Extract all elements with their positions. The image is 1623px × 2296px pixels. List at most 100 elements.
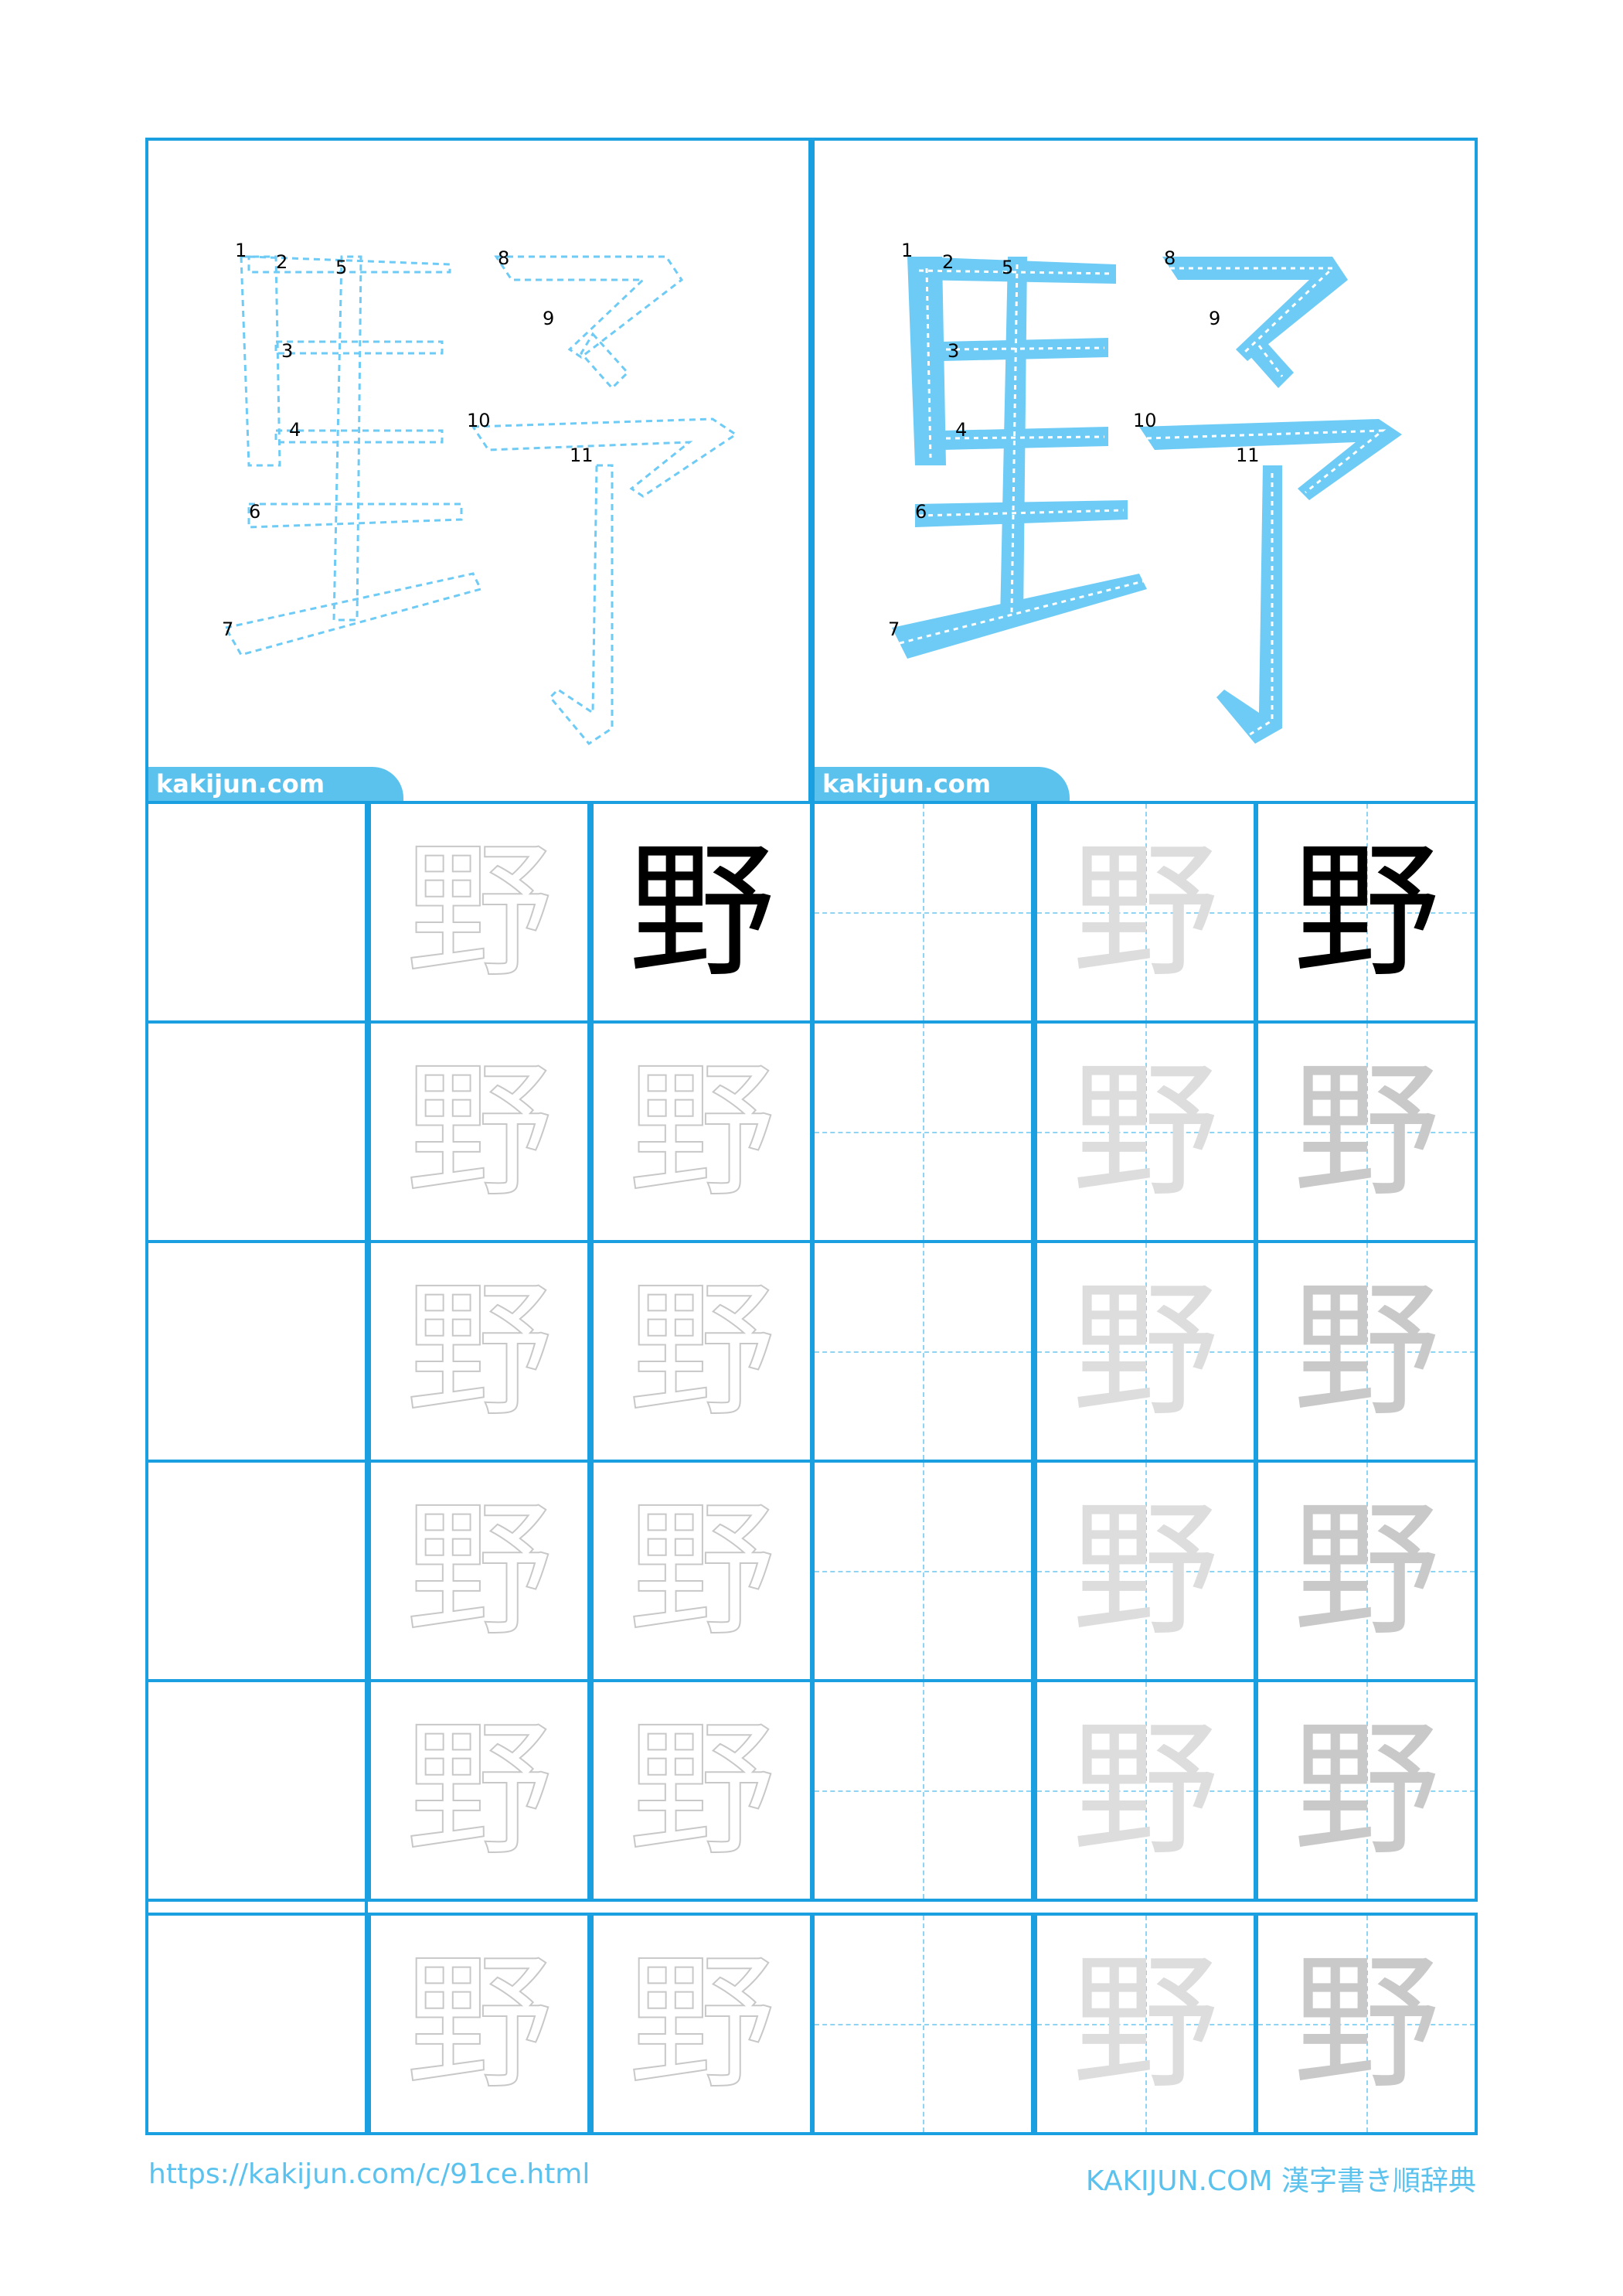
guide-line-horizontal (815, 1571, 1031, 1572)
stroke-number: 2 (276, 251, 288, 273)
guide-line-horizontal (815, 1351, 1031, 1353)
stroke-number: 8 (498, 247, 509, 269)
shade-glyph: 野 (1292, 1705, 1440, 1875)
source-url-link[interactable]: https://kakijun.com/c/91ce.html (148, 2158, 590, 2190)
practice-cell-empty[interactable] (145, 801, 368, 1024)
practice-cell-trace[interactable]: 野 (368, 1460, 590, 1682)
practice-cell-guided-shade[interactable]: 野 (1034, 1913, 1257, 2135)
practice-cell-empty[interactable] (145, 1240, 368, 1463)
practice-cell-guided-empty[interactable] (812, 1240, 1034, 1463)
practice-cell-guided-shade[interactable]: 野 (1255, 1460, 1478, 1682)
practice-cell-guided-empty[interactable] (812, 1020, 1034, 1243)
stroke-number: 6 (249, 501, 260, 523)
stroke-number-labels: 1 2 3 4 5 6 7 8 9 10 11 (222, 240, 594, 640)
shade-glyph: 野 (1292, 1938, 1440, 2109)
practice-cell-guided-shade[interactable]: 野 (1034, 801, 1257, 1024)
practice-cell-empty[interactable] (145, 1913, 368, 2135)
trace-glyph: 野 (628, 1938, 776, 2109)
guide-line-horizontal (1258, 912, 1475, 914)
stroke-outline-panel: 1 2 3 4 5 6 7 8 9 10 11 kakijun.com (145, 138, 812, 804)
kakijun-watermark: kakijun.com (815, 767, 1070, 801)
stroke-number: 8 (1164, 247, 1176, 269)
trace-glyph: 野 (405, 1485, 553, 1656)
practice-cell-guided-shade[interactable]: 野 (1255, 1913, 1478, 2135)
kanji-filled-figure: 1 2 3 4 5 6 7 8 9 10 11 (888, 240, 1402, 744)
trace-glyph: 野 (628, 1266, 776, 1436)
stroke-number: 11 (1236, 445, 1260, 466)
practice-cell-guided-shade[interactable]: 野 (1255, 1679, 1478, 1902)
practice-cell-model[interactable]: 野 (590, 801, 813, 1024)
practice-cell-guided-shade[interactable]: 野 (1034, 1240, 1257, 1463)
practice-cell-guided-empty[interactable] (812, 801, 1034, 1024)
stroke-number: 3 (948, 340, 959, 362)
guide-line-horizontal (1258, 1571, 1475, 1572)
guide-line-horizontal (1037, 912, 1254, 914)
shade-glyph: 野 (1071, 1485, 1219, 1656)
trace-glyph: 野 (405, 1266, 553, 1436)
kanji-outline-figure: 1 2 3 4 5 6 7 8 9 10 11 (222, 240, 738, 745)
brand-label: KAKIJUN.COM 漢字書き順辞典 (1085, 2165, 1476, 2197)
practice-cell-guided-model[interactable]: 野 (1255, 801, 1478, 1024)
practice-cell-trace[interactable]: 野 (590, 1679, 813, 1902)
stroke-number: 6 (915, 501, 927, 523)
shade-glyph: 野 (1071, 1705, 1219, 1875)
guide-line-horizontal (815, 912, 1031, 914)
practice-cell-trace[interactable]: 野 (590, 1240, 813, 1463)
practice-cell-trace[interactable]: 野 (368, 1240, 590, 1463)
stroke-number: 10 (467, 410, 491, 431)
stroke-number: 5 (1002, 257, 1013, 278)
stroke-number: 5 (335, 257, 347, 278)
trace-glyph: 野 (628, 1485, 776, 1656)
trace-glyph: 野 (628, 1705, 776, 1875)
practice-cell-guided-empty[interactable] (812, 1913, 1034, 2135)
practice-cell-empty[interactable] (145, 1679, 368, 1902)
guide-line-horizontal (1258, 1351, 1475, 1353)
guide-line-horizontal (1037, 1790, 1254, 1792)
stroke-number: 11 (570, 445, 594, 466)
practice-cell-empty[interactable] (145, 1020, 368, 1243)
stroke-number: 10 (1133, 410, 1157, 431)
stroke-number: 7 (222, 618, 233, 640)
guide-line-horizontal (1037, 2024, 1254, 2025)
trace-glyph: 野 (405, 1938, 553, 2109)
stroke-number: 2 (942, 251, 954, 273)
practice-cell-guided-shade[interactable]: 野 (1034, 1460, 1257, 1682)
practice-cell-trace[interactable]: 野 (368, 1679, 590, 1902)
practice-cell-trace[interactable]: 野 (368, 1020, 590, 1243)
guide-line-horizontal (815, 1132, 1031, 1133)
practice-cell-guided-shade[interactable]: 野 (1255, 1240, 1478, 1463)
practice-cell-trace[interactable]: 野 (368, 801, 590, 1024)
practice-cell-guided-shade[interactable]: 野 (1034, 1679, 1257, 1902)
practice-cell-guided-empty[interactable] (812, 1460, 1034, 1682)
stroke-number: 3 (281, 340, 293, 362)
practice-cell-trace[interactable]: 野 (368, 1913, 590, 2135)
stroke-number: 4 (955, 419, 967, 441)
stroke-number: 1 (235, 240, 247, 261)
guide-line-horizontal (1258, 1790, 1475, 1792)
practice-cell-trace[interactable]: 野 (590, 1020, 813, 1243)
guide-line-horizontal (1037, 1132, 1254, 1133)
stroke-filled-panel: 1 2 3 4 5 6 7 8 9 10 11 kakijun.com (812, 138, 1478, 804)
guide-line-horizontal (1037, 1351, 1254, 1353)
guide-line-horizontal (1258, 1132, 1475, 1133)
guide-line-horizontal (815, 2024, 1031, 2025)
stroke-number: 9 (1209, 308, 1220, 329)
practice-cell-trace[interactable]: 野 (590, 1460, 813, 1682)
guide-line-horizontal (1037, 1571, 1254, 1572)
practice-cell-empty[interactable] (145, 1460, 368, 1682)
model-glyph: 野 (1292, 826, 1440, 997)
shade-glyph: 野 (1071, 1938, 1219, 2109)
shade-glyph: 野 (1071, 1266, 1219, 1436)
shade-glyph: 野 (1292, 1046, 1440, 1217)
shade-glyph: 野 (1071, 1046, 1219, 1217)
grid-gap-left (145, 1899, 368, 1916)
practice-cell-guided-empty[interactable] (812, 1679, 1034, 1902)
shade-glyph: 野 (1071, 826, 1219, 997)
shade-glyph: 野 (1292, 1485, 1440, 1656)
stroke-number: 7 (888, 618, 900, 640)
practice-cell-trace[interactable]: 野 (590, 1913, 813, 2135)
practice-cell-guided-shade[interactable]: 野 (1255, 1020, 1478, 1243)
model-glyph: 野 (628, 826, 775, 997)
trace-glyph: 野 (405, 826, 553, 997)
practice-cell-guided-shade[interactable]: 野 (1034, 1020, 1257, 1243)
